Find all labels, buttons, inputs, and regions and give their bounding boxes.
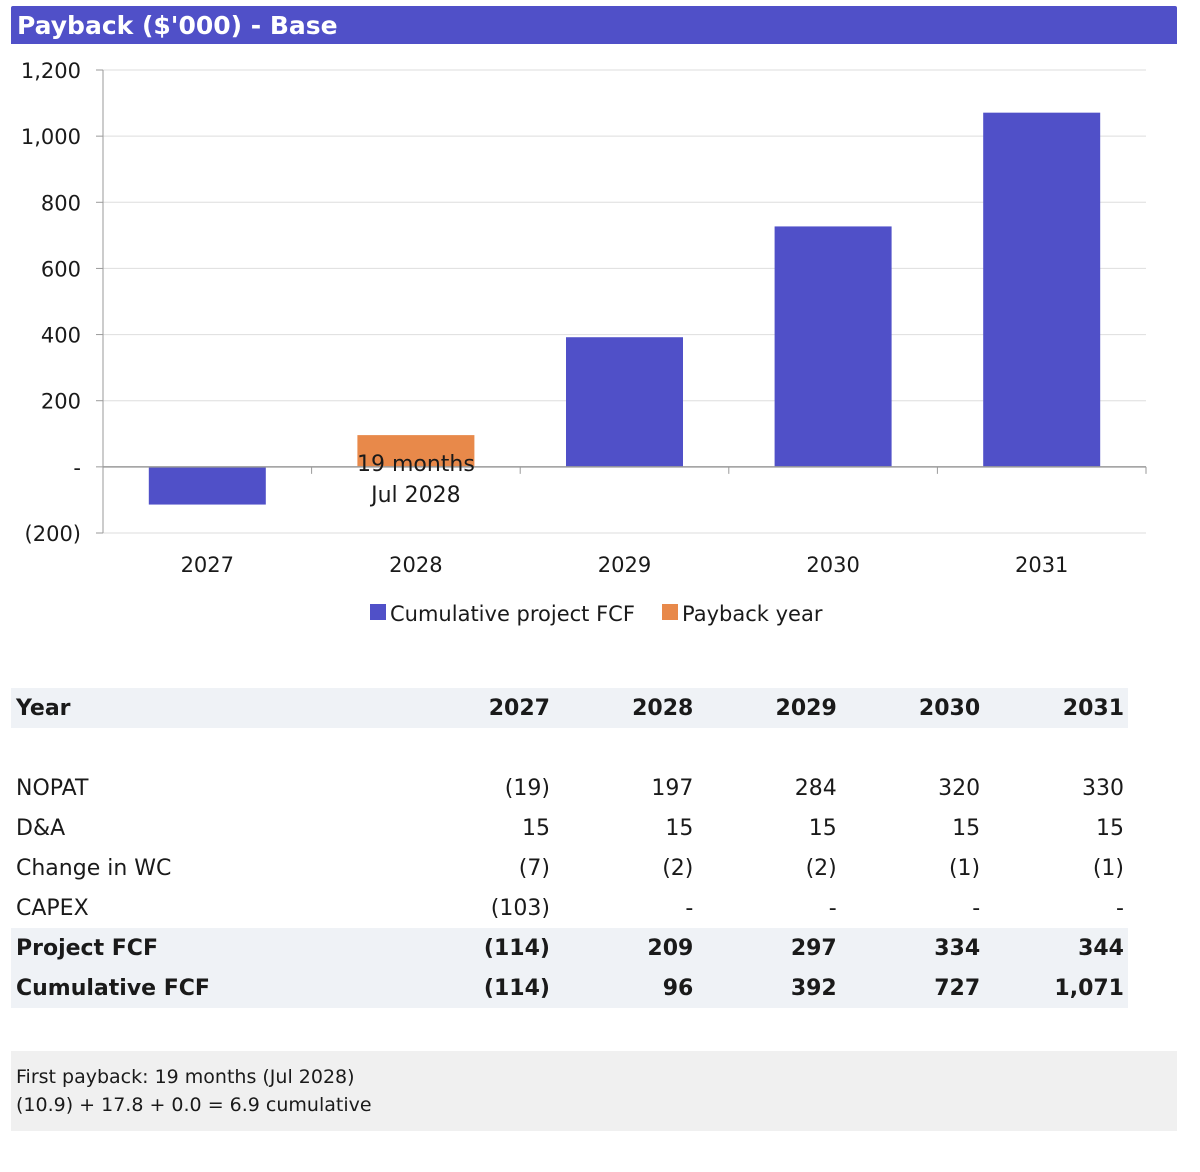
table-cell: 15 bbox=[952, 815, 981, 841]
table-cell: (7) bbox=[518, 855, 550, 881]
table-header-year: 2028 bbox=[553, 688, 698, 728]
payback-note-line: (10.9) + 17.8 + 0.0 = 6.9 cumulative bbox=[16, 1094, 372, 1116]
table-header-year: 2031 bbox=[984, 688, 1128, 728]
table-spacer-row bbox=[11, 728, 1128, 768]
payback-annotation: 19 months bbox=[357, 452, 475, 477]
x-tick-label: 2028 bbox=[389, 553, 442, 577]
table-header-row: Year 2027 2028 2029 2030 2031 bbox=[11, 688, 1128, 728]
table-header-year: 2030 bbox=[840, 688, 985, 728]
table-total-row: Project FCF (114) 209 297 334 344 bbox=[11, 928, 1128, 968]
x-tick-label: 2031 bbox=[1015, 553, 1068, 577]
table-cell: 15 bbox=[808, 815, 837, 841]
payback-note-line: First payback: 19 months (Jul 2028) bbox=[16, 1066, 355, 1088]
table-cell: - bbox=[1116, 895, 1124, 921]
bar bbox=[983, 112, 1101, 467]
payback-chart: (200) - 200 400 600 800 1,000 1,200 2027 2028 2029… bbox=[21, 59, 1147, 626]
y-tick-label: 200 bbox=[41, 390, 81, 414]
fcf-table: Year 2027 2028 2029 2030 2031 NOPAT (19)… bbox=[11, 688, 1128, 1008]
chart-title: Payback ($'000) - Base bbox=[17, 11, 338, 40]
table-cell: 15 bbox=[665, 815, 694, 841]
bar bbox=[357, 435, 475, 467]
table-header-year: 2027 bbox=[410, 688, 554, 728]
table-cell: (1) bbox=[948, 855, 981, 881]
table-cell: (1) bbox=[1092, 855, 1124, 881]
table-row: Change in WC (7) (2) (2) (1) (1) bbox=[11, 848, 1128, 888]
row-label: Project FCF bbox=[11, 928, 411, 968]
legend-label: Payback year bbox=[682, 602, 823, 626]
table-header-label: Year bbox=[11, 688, 411, 728]
table-cell: 334 bbox=[840, 928, 985, 968]
bar bbox=[774, 226, 892, 467]
legend-swatch bbox=[370, 604, 386, 620]
table-row: NOPAT (19) 197 284 320 330 bbox=[11, 768, 1128, 808]
table-cell: - bbox=[685, 895, 694, 921]
y-tick-label: 600 bbox=[41, 257, 81, 281]
table-cell: 15 bbox=[521, 815, 550, 841]
y-tick-label: (200) bbox=[25, 522, 81, 546]
table-cell: - bbox=[828, 895, 837, 921]
table-row: D&A 15 15 15 15 15 bbox=[11, 808, 1128, 848]
table-cell: 297 bbox=[697, 928, 841, 968]
table-cell: 197 bbox=[651, 775, 694, 801]
bar bbox=[566, 337, 683, 467]
y-tick-label: 1,200 bbox=[21, 59, 81, 83]
row-label: Cumulative FCF bbox=[11, 968, 411, 1008]
legend-label: Cumulative project FCF bbox=[390, 602, 635, 626]
table-cell: 727 bbox=[840, 968, 985, 1008]
table-cell: (2) bbox=[662, 855, 694, 881]
payback-note: First payback: 19 months (Jul 2028) (10.… bbox=[11, 1051, 1177, 1131]
table-cell: 96 bbox=[553, 968, 698, 1008]
table-cell: 15 bbox=[1096, 815, 1124, 841]
table-cell: (114) bbox=[410, 968, 554, 1008]
table-total-row: Cumulative FCF (114) 96 392 727 1,071 bbox=[11, 968, 1128, 1008]
y-tick-label: 1,000 bbox=[21, 125, 81, 149]
table-cell: 1,071 bbox=[984, 968, 1128, 1008]
legend-swatch bbox=[662, 604, 678, 620]
x-tick-label: 2027 bbox=[181, 553, 234, 577]
y-tick-label: 800 bbox=[41, 191, 81, 215]
table-cell: 392 bbox=[697, 968, 841, 1008]
table-cell: 330 bbox=[1082, 775, 1124, 801]
row-label: CAPEX bbox=[16, 895, 89, 921]
table-row: CAPEX (103) - - - - bbox=[11, 888, 1128, 928]
y-tick-label: - bbox=[73, 456, 81, 480]
table-cell: 320 bbox=[938, 775, 981, 801]
row-label: Change in WC bbox=[16, 855, 172, 881]
y-tick-label: 400 bbox=[41, 324, 81, 348]
table-header-year: 2029 bbox=[697, 688, 841, 728]
table-cell: (2) bbox=[805, 855, 837, 881]
table-cell: 284 bbox=[794, 775, 837, 801]
table-cell: (114) bbox=[410, 928, 554, 968]
x-tick-label: 2029 bbox=[598, 553, 651, 577]
table-cell: (19) bbox=[504, 775, 550, 801]
table-cell: 344 bbox=[984, 928, 1128, 968]
title-bar: Payback ($'000) - Base bbox=[11, 6, 1177, 44]
row-label: D&A bbox=[16, 815, 66, 841]
payback-annotation: Jul 2028 bbox=[369, 483, 461, 508]
bar bbox=[148, 466, 266, 505]
table-cell: (103) bbox=[490, 895, 550, 921]
table-cell: - bbox=[972, 895, 981, 921]
x-tick-label: 2030 bbox=[806, 553, 859, 577]
row-label: NOPAT bbox=[16, 775, 89, 801]
table-cell: 209 bbox=[553, 928, 698, 968]
